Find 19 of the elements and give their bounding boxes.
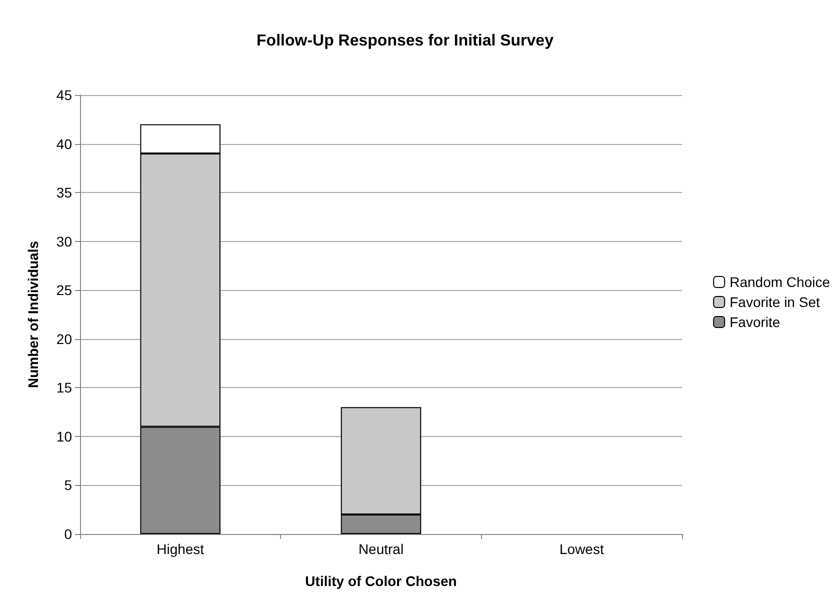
legend-label: Random Choice: [730, 274, 830, 290]
y-tick-label: 5: [64, 477, 72, 494]
y-tick-label: 40: [56, 136, 72, 152]
y-tick-label: 35: [56, 184, 72, 201]
x-axis-title: Utility of Color Chosen: [305, 573, 457, 589]
y-axis-title: Number of Individuals: [25, 240, 41, 388]
y-tick-label: 15: [56, 380, 72, 396]
x-tick-label: Highest: [156, 541, 204, 557]
y-tick-label: 20: [56, 330, 72, 347]
y-tick-label: 0: [64, 526, 72, 542]
x-tick-label: Lowest: [559, 541, 604, 557]
y-tick-label: 10: [56, 428, 72, 444]
chart-title: Follow-Up Responses for Initial Survey: [256, 32, 554, 50]
legend-label: Favorite in Set: [730, 294, 820, 310]
x-tick-label: Neutral: [358, 541, 404, 557]
legend-label: Favorite: [730, 314, 780, 330]
y-tick-label: 30: [56, 233, 72, 250]
y-tick-label: 25: [56, 282, 72, 298]
y-tick-label: 45: [56, 87, 72, 103]
